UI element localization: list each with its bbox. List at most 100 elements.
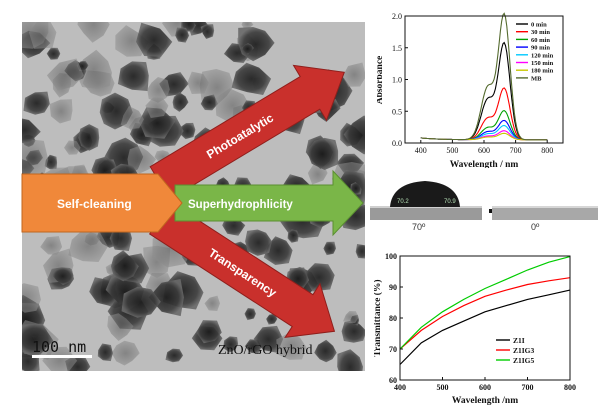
left-angle-value: 70.2 [397,199,409,205]
nanoparticle [68,230,108,262]
nanoparticle [355,244,365,259]
y-tick-label: 70 [389,345,397,354]
nanoparticle [22,323,54,355]
nanoparticle [111,340,140,366]
x-tick-label: 500 [446,146,458,155]
nanoparticle [110,250,139,282]
x-tick-label: 800 [541,146,553,155]
y-tick-label: 2.0 [392,12,402,21]
legend-label: 180 min [531,68,554,75]
x-tick-label: 700 [522,383,534,392]
tem-particles [22,22,365,371]
absorbance-series-line [420,12,548,141]
y-tick-label: 1.5 [392,44,402,53]
x-tick-label: 400 [394,383,406,392]
legend-label: 90 min [531,45,550,52]
transmittance-xlabel: Wavelength /nm [452,396,518,406]
nanoparticle [136,22,173,57]
nanoparticle [120,106,144,129]
nanoparticle [165,348,184,363]
right-angle-value: 70.9 [444,199,456,205]
water-droplet [390,181,460,207]
nanoparticle [23,91,50,115]
nanoparticle [241,22,254,29]
nanoparticle [223,336,239,353]
nanoparticle [343,311,359,324]
transmittance-ylabel: Transmittance (%) [374,279,383,356]
transmittance-chart: 400 500 600 700 800 60 70 80 90 100 Z1IZ1IG3Z1IG5… [374,252,576,406]
nanoparticle [40,236,63,255]
nanoparticle [42,346,78,371]
right-angle-label: 0º [531,222,540,232]
nanoparticle [314,339,337,363]
nanoparticle [127,145,157,174]
nanoparticle [22,138,49,178]
nanoparticle [46,58,84,91]
x-tick-label: 800 [564,383,576,392]
x-tick-label: 600 [479,383,491,392]
nanoparticle [343,115,365,155]
nanoparticle [175,27,190,43]
y-tick-label: 80 [389,314,397,323]
legend-label: 30 min [531,29,550,36]
legend-label: Z1IG5 [513,356,535,365]
scale-bar [32,340,92,358]
nanoparticle [297,90,324,114]
transmittance-plot-frame [399,255,571,381]
contact-angle-images: 70.2 70.9 [370,181,598,220]
contact-angle-strip: 70.2 70.9 70º 0º [370,178,598,238]
nanoparticle [22,118,41,144]
y-tick-label: 100 [385,252,397,261]
nanoparticle [117,61,149,91]
y-tick-label: 90 [389,283,397,292]
tem-micrograph: 100 nm ZnO/rGO hybrid [22,22,365,371]
x-tick-label: 700 [510,146,522,155]
transmittance-series-line [399,256,571,350]
nanoparticle [46,47,61,60]
nanoparticle [49,99,73,124]
legend-label: 120 min [531,52,554,59]
transmittance-series-line [399,289,571,365]
nanoparticle [78,124,100,151]
nanoparticle [241,43,254,55]
legend-label: 150 min [531,60,554,67]
x-tick-label: 500 [437,383,449,392]
left-substrate [370,206,482,220]
x-tick-label: 600 [478,146,490,155]
nanoparticle [107,313,134,341]
nanoparticle [97,343,113,362]
transmittance-series-line [399,277,571,350]
absorbance-series-line [420,41,548,141]
y-tick-label: 60 [389,376,397,385]
legend-label: 0 min [531,22,547,29]
tem-caption: ZnO/rGO hybrid [218,343,313,358]
nanoparticle [337,349,363,371]
legend-label: Z1IG3 [513,346,535,355]
x-tick-label: 400 [415,146,427,155]
nanoparticle [341,320,365,343]
legend-label: Z1I [513,336,525,345]
nanoparticle [28,22,57,49]
nanoparticle [22,283,41,313]
nanoparticle [75,49,112,89]
nanoparticle [200,24,215,39]
absorbance-series-line [420,109,548,141]
left-angle-label: 70º [412,222,426,232]
nanoparticle [77,22,110,43]
absorbance-xlabel: Wavelength / nm [450,160,519,168]
nanoparticle [276,332,307,360]
nanoparticle [52,267,74,285]
y-tick-label: 1.0 [392,76,402,85]
scale-label: 100 nm [32,338,87,356]
nanoparticle [342,62,365,87]
legend-label: MB [531,75,542,82]
absorbance-ylabel: Absorbance [377,56,385,105]
nanoparticle [64,140,81,155]
legend-label: 60 min [531,37,550,44]
right-substrate [492,206,598,220]
y-tick-label: 0.0 [392,139,402,148]
y-tick-label: 0.5 [392,107,402,116]
